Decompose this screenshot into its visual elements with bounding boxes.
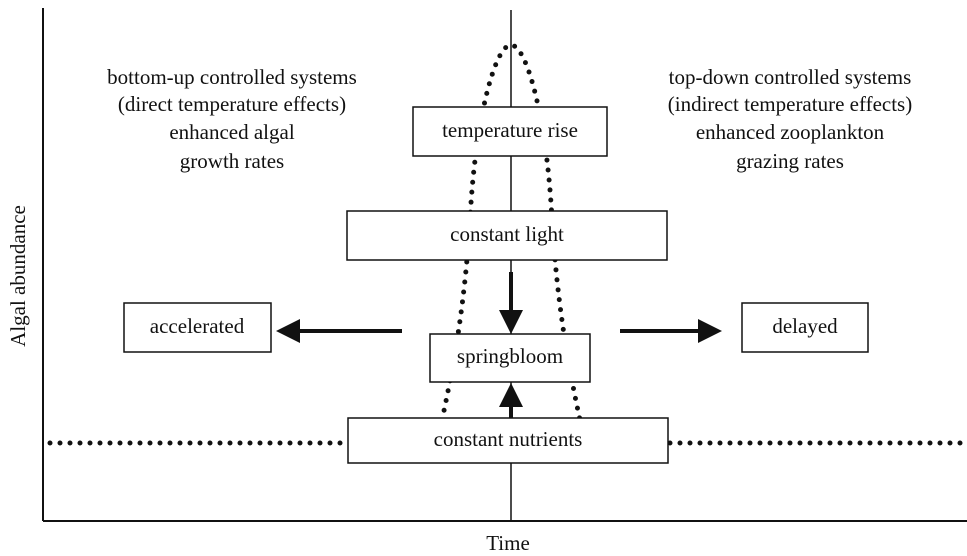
left-text: bottom-up controlled systems <box>107 65 357 89</box>
right-text: grazing rates <box>736 149 844 173</box>
y-axis-label: Algal abundance <box>6 205 30 347</box>
right-text: top-down controlled systems <box>669 65 912 89</box>
left-text: enhanced algal <box>169 120 295 144</box>
box-label: springbloom <box>457 344 563 368</box>
box-label: delayed <box>772 314 838 338</box>
box-label: constant nutrients <box>434 427 583 451</box>
box <box>123 302 272 353</box>
x-axis-label: Time <box>486 531 530 555</box>
box <box>412 106 608 157</box>
left-text: growth rates <box>180 149 284 173</box>
box-label: constant light <box>450 222 564 246</box>
box-label: accelerated <box>150 314 245 338</box>
box-label: temperature rise <box>442 118 578 142</box>
box <box>346 210 668 261</box>
box <box>347 417 669 464</box>
box <box>429 333 591 383</box>
right-text: (indirect temperature effects) <box>668 92 912 116</box>
right-text: enhanced zooplankton <box>696 120 885 144</box>
left-text: (direct temperature effects) <box>118 92 346 116</box>
box <box>741 302 869 353</box>
bloom-curve <box>439 42 583 423</box>
